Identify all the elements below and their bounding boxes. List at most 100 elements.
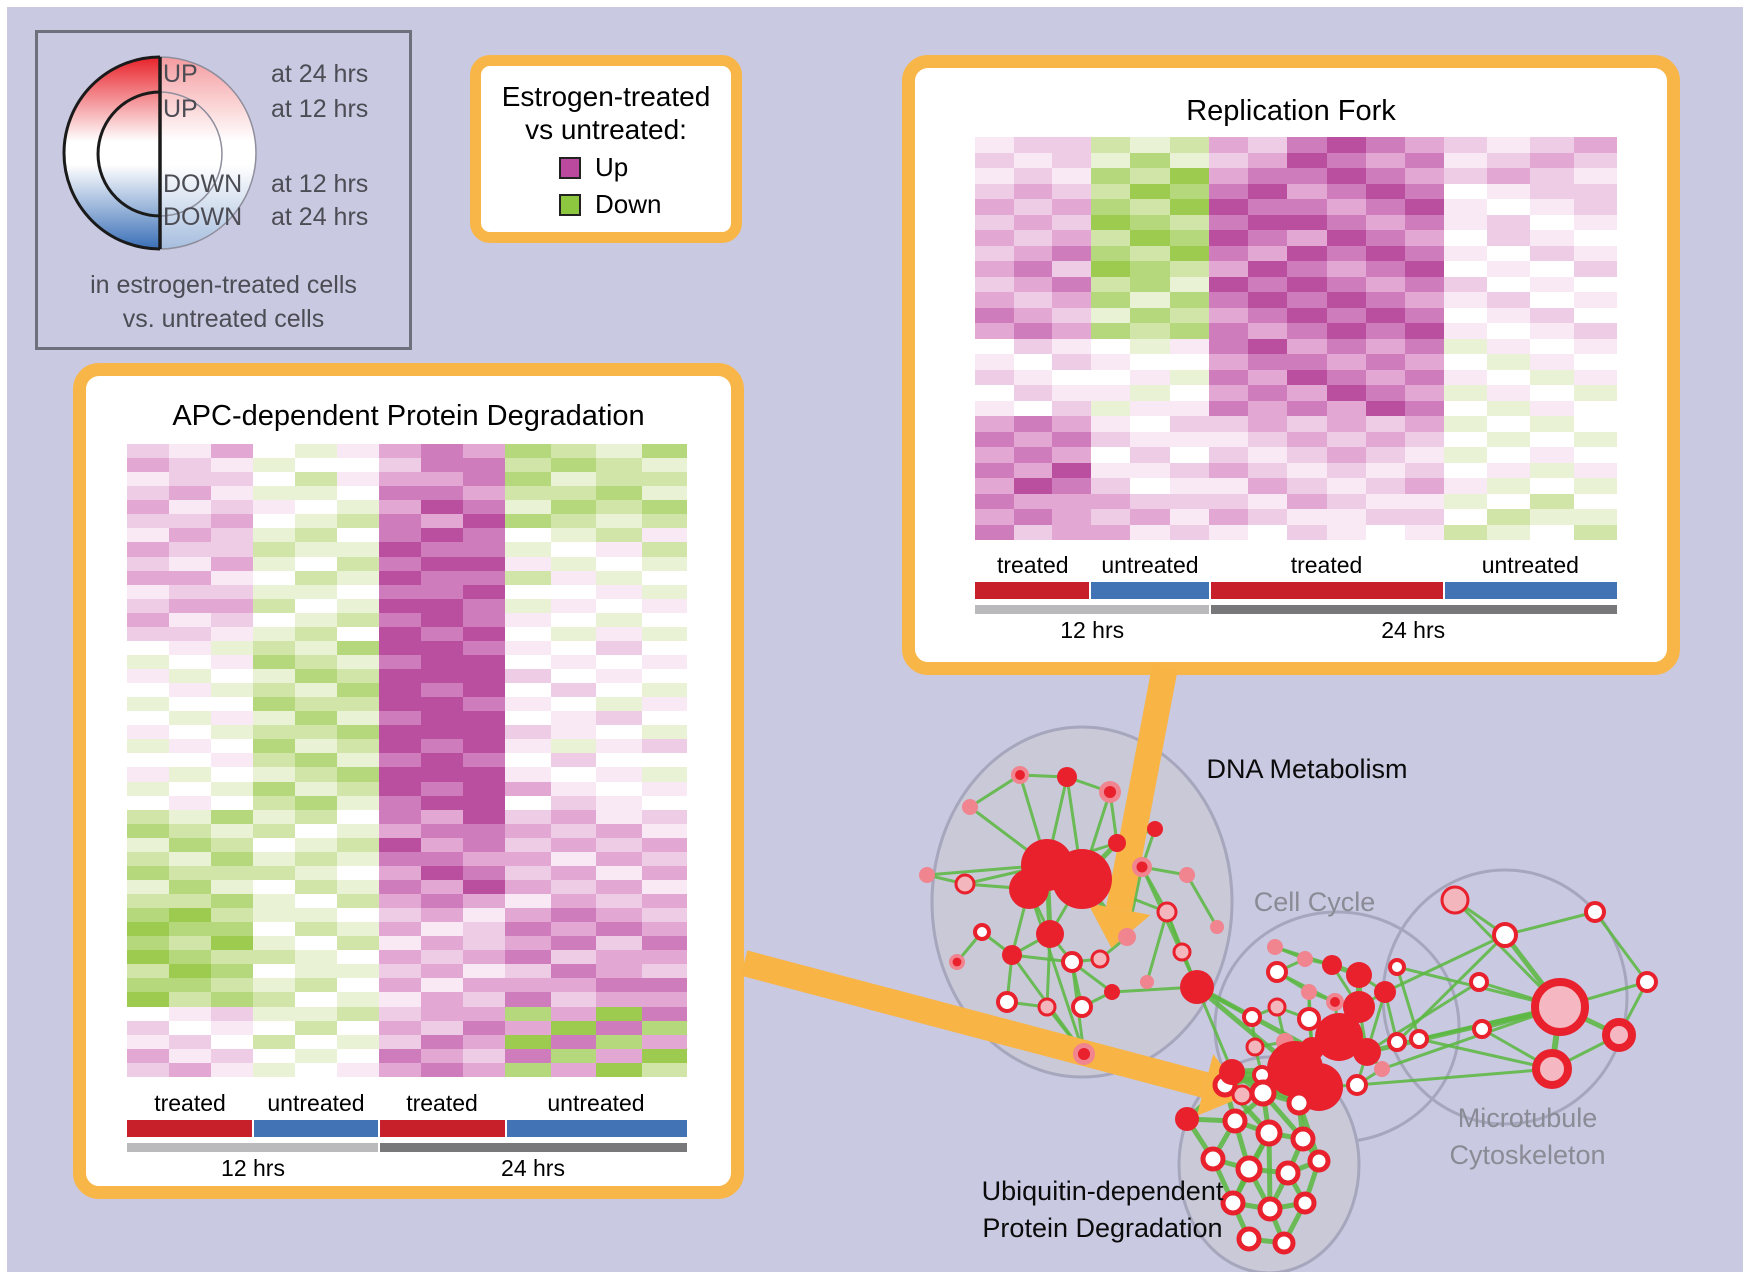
heatmap-row <box>127 444 687 459</box>
heatmap-cell <box>1248 369 1288 385</box>
heatmap-cell <box>596 556 642 571</box>
heatmap-cell <box>337 1034 379 1049</box>
heatmap-cell <box>1487 400 1531 416</box>
heatmap-cell <box>1487 137 1531 153</box>
heatmap-cell <box>1090 447 1131 463</box>
heatmap-cell <box>1326 400 1366 416</box>
heatmap-cell <box>1248 509 1288 525</box>
heatmap-cell <box>295 598 337 613</box>
heatmap-cell <box>550 992 596 1007</box>
heatmap-cell <box>127 739 169 754</box>
heatmap-cell <box>463 500 505 515</box>
heatmap-cell <box>463 936 505 951</box>
heatmap-cell <box>463 1006 505 1021</box>
heatmap-cell <box>1573 276 1618 292</box>
heatmap-cell <box>1573 509 1618 525</box>
apc-condition-bars: treated untreated treated untreated 12 hrs 24… <box>127 1090 687 1185</box>
heatmap-cell <box>1169 137 1210 153</box>
heatmap-cell <box>211 1006 253 1021</box>
time-gray-bar <box>975 605 1617 614</box>
heatmap-cell <box>463 598 505 613</box>
heatmap-cell <box>1248 292 1288 308</box>
heatmap-cell <box>421 500 463 515</box>
heatmap-cell <box>1209 137 1249 153</box>
heatmap-cell <box>1287 385 1327 401</box>
heatmap-cell <box>505 683 551 698</box>
heatmap-cell <box>1365 509 1405 525</box>
heatmap-cell <box>1248 416 1288 432</box>
heatmap-cell <box>1090 400 1131 416</box>
heatmap-cell <box>596 978 642 993</box>
heatmap-cell <box>1530 369 1574 385</box>
heatmap-cell <box>1052 478 1091 494</box>
heatmap-cell <box>379 739 421 754</box>
heatmap-cell <box>1090 276 1131 292</box>
heatmap-cell <box>295 697 337 712</box>
heatmap-cell <box>211 781 253 796</box>
heatmap-cell <box>505 767 551 782</box>
heatmap-cell <box>1487 431 1531 447</box>
heatmap-cell <box>1013 354 1053 370</box>
gene-node-red <box>1353 1038 1381 1066</box>
heatmap-cell <box>641 570 687 585</box>
heatmap-cell <box>211 1062 253 1077</box>
heatmap-cell <box>1443 400 1488 416</box>
heatmap-cell <box>211 542 253 557</box>
heatmap-cell <box>1052 152 1091 168</box>
heatmap-cell <box>550 879 596 894</box>
heatmap-cell <box>1248 199 1288 215</box>
heatmap-cell <box>253 879 295 894</box>
heatmap-cell <box>211 697 253 712</box>
heatmap-cell <box>1169 261 1210 277</box>
heatmap-cell <box>1404 323 1444 339</box>
heatmap-cell <box>550 542 596 557</box>
heatmap-cell <box>1209 524 1249 540</box>
gene-node-pink-ring <box>1172 942 1192 962</box>
heatmap-cell <box>641 654 687 669</box>
heatmap-cell <box>1487 493 1531 509</box>
heatmap-cell <box>1169 230 1210 246</box>
heatmap-cell <box>253 542 295 557</box>
heatmap-cell <box>127 640 169 655</box>
heatmap-cell <box>1326 245 1366 261</box>
heatmap-row <box>127 936 687 951</box>
heatmap-row <box>127 753 687 768</box>
gene-node-ring <box>1307 1149 1331 1173</box>
heatmap-cell <box>1287 214 1327 230</box>
heatmap-cell <box>463 612 505 627</box>
heatmap-cell <box>295 992 337 1007</box>
heatmap-cell <box>505 640 551 655</box>
heatmap-cell <box>1487 462 1531 478</box>
heatmap-cell <box>211 444 253 459</box>
heatmap-cell <box>1530 354 1574 370</box>
heatmap-cell <box>253 781 295 796</box>
heatmap-cell <box>337 598 379 613</box>
heatmap-cell <box>295 500 337 515</box>
heatmap-cell <box>975 338 1014 354</box>
gene-node-pink-ring <box>1090 949 1110 969</box>
heatmap-cell <box>337 556 379 571</box>
heatmap-row <box>975 168 1618 184</box>
gene-node-ring <box>1249 1079 1277 1107</box>
heatmap-cell <box>641 669 687 684</box>
heatmap-cell <box>211 1048 253 1063</box>
heatmap-cell <box>337 1006 379 1021</box>
heatmap-row <box>127 683 687 698</box>
heatmap-cell <box>211 458 253 473</box>
heatmap-cell <box>1404 478 1444 494</box>
heatmap-cell <box>596 964 642 979</box>
heatmap-cell <box>505 837 551 852</box>
heatmap-cell <box>295 922 337 937</box>
heatmap-cell <box>169 556 211 571</box>
heatmap-cell <box>1130 354 1170 370</box>
heatmap-cell <box>1287 323 1327 339</box>
heatmap-cell <box>253 894 295 909</box>
heatmap-cell <box>596 1006 642 1021</box>
heatmap-cell <box>421 711 463 726</box>
heatmap-cell <box>295 851 337 866</box>
estrogen-legend-box: Estrogen-treated vs untreated: Up Down <box>470 55 742 243</box>
condition-label: treated <box>406 1090 478 1116</box>
heatmap-cell <box>463 922 505 937</box>
heatmap-cell <box>550 950 596 965</box>
network-edge <box>1417 1037 1554 1071</box>
